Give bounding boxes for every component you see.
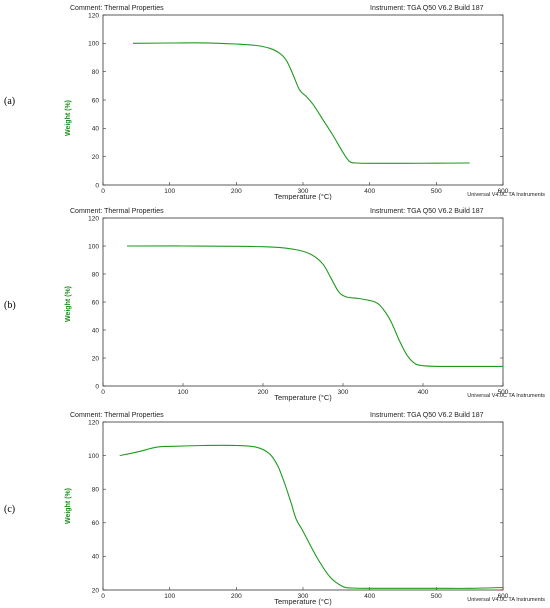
panel-label: (b) bbox=[4, 300, 16, 311]
y-tick-label: 20 bbox=[92, 587, 100, 594]
x-tick-label: 0 bbox=[101, 188, 105, 195]
x-tick-label: 400 bbox=[364, 593, 375, 600]
y-tick-label: 40 bbox=[92, 327, 100, 334]
panel-label: (a) bbox=[4, 96, 15, 107]
tga-chart-c: (c) Comment: Thermal Properties Instrument… bbox=[4, 412, 545, 606]
weight-curve-line bbox=[126, 245, 503, 367]
panel-label: (c) bbox=[4, 504, 15, 515]
y-tick-label: 100 bbox=[88, 453, 99, 460]
instrument-text: Instrument: TGA Q50 V6.2 Build 187 bbox=[370, 412, 484, 419]
y-tick-label: 120 bbox=[88, 419, 99, 426]
comment-text: Comment: Thermal Properties bbox=[70, 208, 164, 215]
plot-frame bbox=[102, 421, 504, 591]
y-tick-label: 0 bbox=[95, 383, 99, 390]
y-axis-label: Weight (%) bbox=[65, 100, 72, 136]
software-footer: Universal V4.0C TA Instruments bbox=[467, 597, 545, 603]
y-tick-label: 40 bbox=[92, 554, 100, 561]
y-tick-label: 100 bbox=[88, 41, 99, 48]
x-tick-label: 600 bbox=[498, 188, 509, 195]
x-tick-label: 300 bbox=[298, 188, 309, 195]
plot-frame bbox=[102, 217, 504, 387]
y-tick-label: 40 bbox=[92, 126, 100, 133]
x-tick-label: 300 bbox=[338, 389, 349, 396]
software-footer: Universal V4.0C TA Instruments bbox=[467, 393, 545, 399]
x-tick-label: 200 bbox=[258, 389, 269, 396]
tga-chart-b: (b) Comment: Thermal Properties Instrument… bbox=[4, 208, 545, 402]
x-tick-label: 0 bbox=[101, 389, 105, 396]
x-tick-label: 0 bbox=[101, 593, 105, 600]
x-tick-label: 500 bbox=[498, 389, 509, 396]
y-axis-label: Weight (%) bbox=[65, 286, 72, 322]
x-tick-label: 100 bbox=[164, 188, 175, 195]
x-tick-label: 500 bbox=[431, 188, 442, 195]
x-tick-label: 200 bbox=[231, 593, 242, 600]
x-axis-label: Temperature (°C) bbox=[274, 192, 332, 200]
tga-panel-a: (a) Comment: Thermal Properties Instrument… bbox=[0, 0, 550, 200]
tga-panel-b: (b) Comment: Thermal Properties Instrument… bbox=[0, 203, 550, 403]
x-tick-label: 100 bbox=[178, 389, 189, 396]
y-tick-label: 80 bbox=[92, 487, 100, 494]
weight-curve-line bbox=[119, 444, 504, 589]
y-tick-label: 60 bbox=[92, 520, 100, 527]
x-tick-label: 100 bbox=[164, 593, 175, 600]
y-tick-label: 80 bbox=[92, 271, 100, 278]
comment-text: Comment: Thermal Properties bbox=[70, 5, 164, 12]
y-tick-label: 100 bbox=[88, 243, 99, 250]
y-tick-label: 120 bbox=[88, 12, 99, 19]
instrument-text: Instrument: TGA Q50 V6.2 Build 187 bbox=[370, 5, 484, 12]
software-footer: Universal V4.0C TA Instruments bbox=[467, 192, 545, 198]
x-axis-label: Temperature (°C) bbox=[274, 597, 332, 606]
y-tick-label: 60 bbox=[92, 97, 100, 104]
weight-curve-line bbox=[132, 42, 470, 164]
y-tick-label: 60 bbox=[92, 299, 100, 306]
x-tick-label: 200 bbox=[231, 188, 242, 195]
tga-panel-c: (c) Comment: Thermal Properties Instrument… bbox=[0, 404, 550, 606]
x-tick-label: 300 bbox=[298, 593, 309, 600]
x-tick-label: 600 bbox=[498, 593, 509, 600]
y-tick-label: 120 bbox=[88, 215, 99, 222]
y-axis-label: Weight (%) bbox=[65, 488, 72, 524]
plot-frame bbox=[102, 14, 504, 186]
y-tick-label: 20 bbox=[92, 154, 100, 161]
x-tick-label: 500 bbox=[431, 593, 442, 600]
tga-chart-a: (a) Comment: Thermal Properties Instrument… bbox=[4, 5, 545, 200]
y-tick-label: 20 bbox=[92, 355, 100, 362]
comment-text: Comment: Thermal Properties bbox=[70, 412, 164, 419]
y-tick-label: 0 bbox=[95, 182, 99, 189]
x-tick-label: 400 bbox=[418, 389, 429, 396]
x-tick-label: 400 bbox=[364, 188, 375, 195]
instrument-text: Instrument: TGA Q50 V6.2 Build 187 bbox=[370, 208, 484, 215]
y-tick-label: 80 bbox=[92, 69, 100, 76]
x-axis-label: Temperature (°C) bbox=[274, 393, 332, 402]
